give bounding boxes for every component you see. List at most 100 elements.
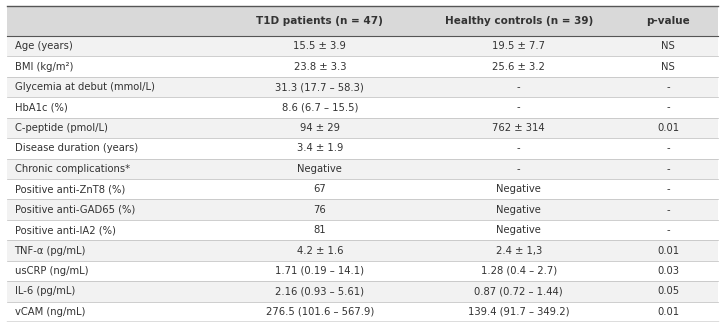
Bar — [618, 36, 718, 56]
Text: 0.03: 0.03 — [657, 266, 679, 276]
Bar — [7, 159, 220, 179]
Bar — [618, 281, 718, 302]
Bar — [220, 281, 419, 302]
Text: -: - — [666, 225, 670, 235]
Bar — [419, 138, 618, 159]
Bar — [7, 179, 220, 199]
Text: -: - — [517, 143, 521, 153]
Bar — [7, 36, 220, 56]
Bar — [618, 240, 718, 261]
Bar — [419, 36, 618, 56]
Text: 67: 67 — [313, 184, 326, 194]
Text: Glycemia at debut (mmol/L): Glycemia at debut (mmol/L) — [14, 82, 154, 92]
Text: Negative: Negative — [297, 164, 342, 174]
Text: Positive anti-GAD65 (%): Positive anti-GAD65 (%) — [14, 205, 135, 215]
Bar — [220, 302, 419, 322]
Text: 762 ± 314: 762 ± 314 — [492, 123, 545, 133]
Bar — [220, 118, 419, 138]
Text: 4.2 ± 1.6: 4.2 ± 1.6 — [297, 245, 343, 256]
Text: Chronic complications*: Chronic complications* — [14, 164, 130, 174]
Bar — [220, 97, 419, 118]
Text: 0.01: 0.01 — [657, 245, 679, 256]
Text: 1.71 (0.19 – 14.1): 1.71 (0.19 – 14.1) — [276, 266, 365, 276]
Bar — [419, 302, 618, 322]
Text: 25.6 ± 3.2: 25.6 ± 3.2 — [492, 62, 545, 72]
Text: 2.16 (0.93 – 5.61): 2.16 (0.93 – 5.61) — [276, 286, 365, 296]
Bar — [220, 220, 419, 240]
Text: Positive anti-ZnT8 (%): Positive anti-ZnT8 (%) — [14, 184, 125, 194]
Text: HbA1c (%): HbA1c (%) — [14, 102, 67, 113]
Text: TNF-α (pg/mL): TNF-α (pg/mL) — [14, 245, 86, 256]
Bar — [419, 118, 618, 138]
Text: -: - — [666, 143, 670, 153]
Bar — [220, 36, 419, 56]
Bar — [618, 159, 718, 179]
Text: -: - — [666, 102, 670, 113]
Text: Healthy controls (n = 39): Healthy controls (n = 39) — [444, 16, 593, 26]
Bar — [7, 261, 220, 281]
Text: -: - — [517, 164, 521, 174]
Text: Disease duration (years): Disease duration (years) — [14, 143, 138, 153]
Bar — [7, 138, 220, 159]
Bar — [220, 261, 419, 281]
Bar — [7, 281, 220, 302]
Text: Negative: Negative — [497, 225, 542, 235]
Bar — [7, 77, 220, 97]
Bar — [7, 118, 220, 138]
Bar — [419, 261, 618, 281]
Text: Negative: Negative — [497, 184, 542, 194]
Bar — [419, 56, 618, 77]
Bar — [618, 56, 718, 77]
Text: 8.6 (6.7 – 15.5): 8.6 (6.7 – 15.5) — [282, 102, 358, 113]
Text: usCRP (ng/mL): usCRP (ng/mL) — [14, 266, 88, 276]
Bar — [419, 240, 618, 261]
Bar — [220, 179, 419, 199]
Text: 0.05: 0.05 — [657, 286, 679, 296]
Text: 81: 81 — [313, 225, 326, 235]
Text: 0.87 (0.72 – 1.44): 0.87 (0.72 – 1.44) — [474, 286, 563, 296]
Bar — [7, 97, 220, 118]
Bar — [419, 281, 618, 302]
Bar — [220, 240, 419, 261]
Text: Age (years): Age (years) — [14, 41, 72, 51]
Text: -: - — [517, 82, 521, 92]
Bar — [220, 77, 419, 97]
Bar — [618, 199, 718, 220]
Text: Positive anti-IA2 (%): Positive anti-IA2 (%) — [14, 225, 115, 235]
Bar — [7, 302, 220, 322]
Text: 3.4 ± 1.9: 3.4 ± 1.9 — [297, 143, 343, 153]
Text: NS: NS — [661, 62, 675, 72]
Text: BMI (kg/m²): BMI (kg/m²) — [14, 62, 73, 72]
Bar — [419, 159, 618, 179]
Text: 19.5 ± 7.7: 19.5 ± 7.7 — [492, 41, 545, 51]
Bar — [419, 220, 618, 240]
Bar — [419, 179, 618, 199]
Text: Negative: Negative — [497, 205, 542, 215]
Bar — [7, 56, 220, 77]
Bar — [419, 77, 618, 97]
Text: 2.4 ± 1,3: 2.4 ± 1,3 — [496, 245, 542, 256]
Text: 15.5 ± 3.9: 15.5 ± 3.9 — [294, 41, 347, 51]
Text: 94 ± 29: 94 ± 29 — [300, 123, 340, 133]
Text: 76: 76 — [313, 205, 326, 215]
Bar — [220, 199, 419, 220]
Bar — [7, 6, 220, 36]
Text: -: - — [666, 82, 670, 92]
Bar — [419, 199, 618, 220]
Text: 1.28 (0.4 – 2.7): 1.28 (0.4 – 2.7) — [481, 266, 557, 276]
Bar — [7, 240, 220, 261]
Text: IL-6 (pg/mL): IL-6 (pg/mL) — [14, 286, 75, 296]
Bar — [7, 220, 220, 240]
Text: C-peptide (pmol/L): C-peptide (pmol/L) — [14, 123, 107, 133]
Text: p-value: p-value — [646, 16, 690, 26]
Bar — [419, 97, 618, 118]
Text: -: - — [666, 205, 670, 215]
Text: NS: NS — [661, 41, 675, 51]
Text: 23.8 ± 3.3: 23.8 ± 3.3 — [294, 62, 346, 72]
Text: -: - — [666, 164, 670, 174]
Text: 31.3 (17.7 – 58.3): 31.3 (17.7 – 58.3) — [276, 82, 364, 92]
Bar — [618, 77, 718, 97]
Bar — [618, 138, 718, 159]
Bar — [618, 261, 718, 281]
Text: 276.5 (101.6 – 567.9): 276.5 (101.6 – 567.9) — [266, 307, 374, 317]
